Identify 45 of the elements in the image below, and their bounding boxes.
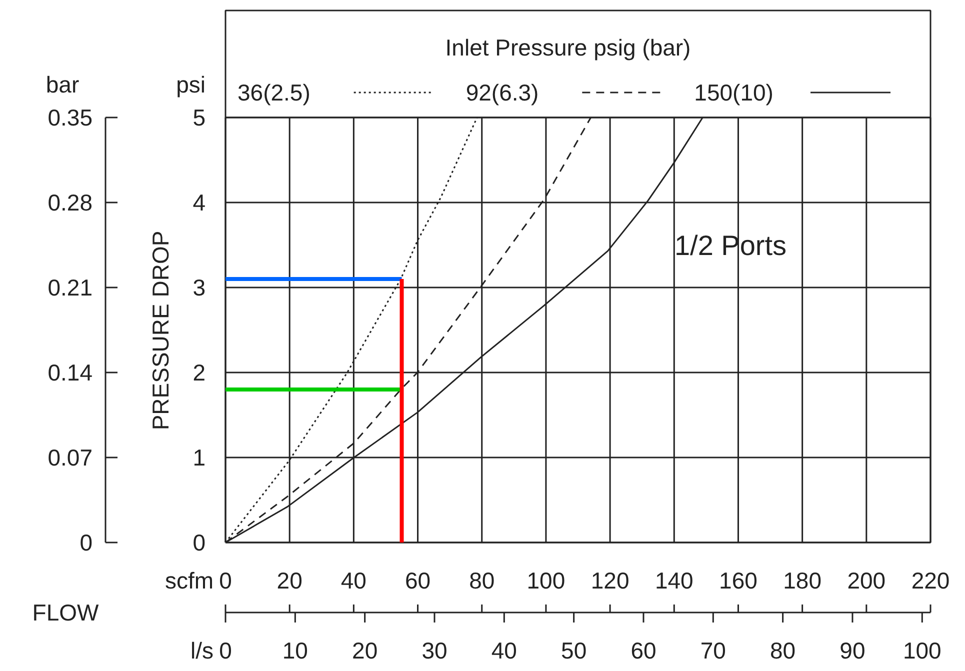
x-tick-label: 220 xyxy=(911,568,950,594)
y2-tick-label: 0.21 xyxy=(48,274,92,300)
x-tick-label: 100 xyxy=(526,568,566,594)
x-axis-title: scfm xyxy=(164,568,214,594)
x2-tick-label: 0 xyxy=(219,638,232,664)
y2-tick-label: 0.14 xyxy=(48,360,93,386)
x-tick-label: 160 xyxy=(719,568,758,594)
y-tick-label: 2 xyxy=(192,360,206,386)
y2-axis-title: bar xyxy=(46,72,80,98)
x2-tick-label: 40 xyxy=(491,638,517,664)
x-tick-label: 60 xyxy=(404,568,431,594)
y2-tick-label: 0.07 xyxy=(48,444,92,470)
y2-tick-label: 0.28 xyxy=(48,190,92,216)
x-tick-label: 80 xyxy=(469,568,495,594)
x2-axis-title: l/s xyxy=(190,638,214,664)
y-tick-label: 0 xyxy=(192,530,206,556)
x2-tick-label: 80 xyxy=(770,638,796,664)
x-tick-label: 180 xyxy=(783,568,822,594)
x-tick-label: 140 xyxy=(654,568,694,594)
x2-tick-label: 100 xyxy=(902,638,942,664)
x-tick-label: 0 xyxy=(219,568,232,594)
x2-tick-label: 10 xyxy=(282,638,308,664)
y2-tick-label: 0 xyxy=(80,530,93,556)
x2-tick-label: 20 xyxy=(352,638,378,664)
legend-label: 92(6.3) xyxy=(466,80,539,106)
y-axis-title: psi xyxy=(176,72,206,98)
y-tick-label: 5 xyxy=(192,104,206,130)
y-tick-label: 3 xyxy=(192,274,206,300)
x-tick-label: 120 xyxy=(590,568,630,594)
text: FLOW xyxy=(32,600,100,626)
x-tick-label: 200 xyxy=(847,568,886,594)
y-tick-label: 1 xyxy=(192,444,206,470)
x2-tick-label: 50 xyxy=(561,638,587,664)
x2-tick-label: 90 xyxy=(840,638,866,664)
x-tick-label: 20 xyxy=(276,568,302,594)
text: PRESSURE DROP xyxy=(148,230,174,430)
legend-label: 36(2.5) xyxy=(238,80,310,106)
legend-label: 150(10) xyxy=(694,80,774,106)
x2-tick-label: 60 xyxy=(630,638,656,664)
x-tick-label: 40 xyxy=(340,568,366,594)
x2-tick-label: 70 xyxy=(700,638,726,664)
y2-tick-label: 0.35 xyxy=(48,104,92,130)
x2-tick-label: 30 xyxy=(422,638,448,664)
legend-title: Inlet Pressure psig (bar) xyxy=(445,34,691,60)
y-tick-label: 4 xyxy=(192,190,206,216)
